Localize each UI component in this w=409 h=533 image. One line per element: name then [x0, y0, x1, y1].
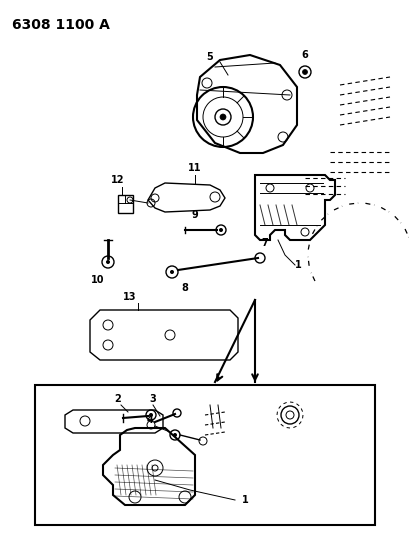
- Circle shape: [106, 260, 110, 264]
- Text: 7: 7: [261, 238, 268, 248]
- Circle shape: [173, 433, 177, 437]
- Bar: [118, 195, 133, 213]
- Text: 12: 12: [111, 175, 124, 185]
- Text: 6308 1100 A: 6308 1100 A: [12, 18, 110, 32]
- Circle shape: [148, 413, 153, 417]
- Text: 3: 3: [149, 394, 156, 404]
- Text: 4: 4: [146, 415, 153, 425]
- Text: 13: 13: [123, 292, 137, 302]
- Text: 2: 2: [115, 394, 121, 404]
- Text: 1: 1: [294, 260, 301, 270]
- Bar: [35, 385, 374, 525]
- Text: 9: 9: [191, 210, 198, 220]
- Circle shape: [170, 270, 173, 274]
- Circle shape: [218, 228, 222, 232]
- Text: 11: 11: [188, 163, 201, 173]
- Circle shape: [302, 69, 307, 75]
- Text: 5: 5: [206, 52, 213, 62]
- Text: 6: 6: [301, 50, 308, 60]
- Text: 1: 1: [241, 495, 248, 505]
- Text: 10: 10: [91, 275, 104, 285]
- Text: 8: 8: [181, 283, 188, 293]
- Circle shape: [220, 114, 225, 120]
